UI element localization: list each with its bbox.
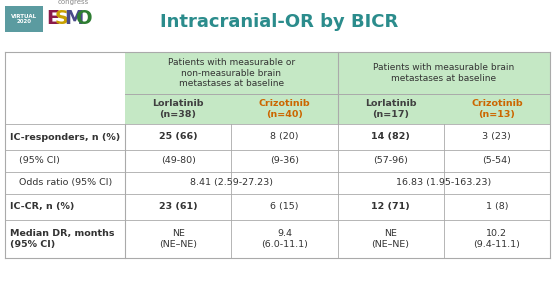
Text: Crizotinib
(n=13): Crizotinib (n=13) [471,99,523,119]
Text: NE
(NE–NE): NE (NE–NE) [372,229,410,249]
Text: Intracranial-OR by BICR: Intracranial-OR by BICR [160,13,398,31]
Text: 10.2
(9.4-11.1): 10.2 (9.4-11.1) [473,229,521,249]
Text: 6 (15): 6 (15) [270,203,299,211]
Text: 3 (23): 3 (23) [482,132,511,142]
Text: 14 (82): 14 (82) [371,132,410,142]
Text: IC-CR, n (%): IC-CR, n (%) [10,203,74,211]
Text: IC-responders, n (%): IC-responders, n (%) [10,132,120,142]
Text: 8 (20): 8 (20) [270,132,299,142]
Text: 23 (61): 23 (61) [159,203,198,211]
Text: S: S [55,9,69,27]
Text: O: O [76,9,93,27]
FancyBboxPatch shape [125,52,550,124]
Text: (49-80): (49-80) [161,156,195,166]
Text: 12 (71): 12 (71) [371,203,410,211]
Text: M: M [64,9,83,27]
Text: Patients with measurable brain
metastases at baseline: Patients with measurable brain metastase… [373,63,514,83]
Text: 16.83 (1.95-163.23): 16.83 (1.95-163.23) [396,178,491,188]
Text: congress: congress [58,0,89,5]
Text: Lorlatinib
(n=17): Lorlatinib (n=17) [365,99,416,119]
Text: 1 (8): 1 (8) [486,203,508,211]
Text: (57-96): (57-96) [373,156,408,166]
Text: Crizotinib
(n=40): Crizotinib (n=40) [259,99,310,119]
Text: 25 (66): 25 (66) [159,132,198,142]
Text: Patients with measurable or
non-measurable brain
metastases at baseline: Patients with measurable or non-measurab… [168,58,295,88]
Text: 9.4
(6.0-11.1): 9.4 (6.0-11.1) [261,229,308,249]
Text: Median DR, months
(95% CI): Median DR, months (95% CI) [10,229,114,249]
Text: NE
(NE–NE): NE (NE–NE) [159,229,197,249]
Text: 8.41 (2.59-27.23): 8.41 (2.59-27.23) [190,178,273,188]
Text: (5-54): (5-54) [482,156,511,166]
Text: E: E [46,9,59,27]
FancyBboxPatch shape [5,6,43,32]
Text: Odds ratio (95% CI): Odds ratio (95% CI) [10,178,112,188]
Text: Lorlatinib
(n=38): Lorlatinib (n=38) [153,99,204,119]
Text: (9-36): (9-36) [270,156,299,166]
Text: VIRTUAL
2020: VIRTUAL 2020 [11,14,37,24]
Text: (95% CI): (95% CI) [10,156,60,166]
